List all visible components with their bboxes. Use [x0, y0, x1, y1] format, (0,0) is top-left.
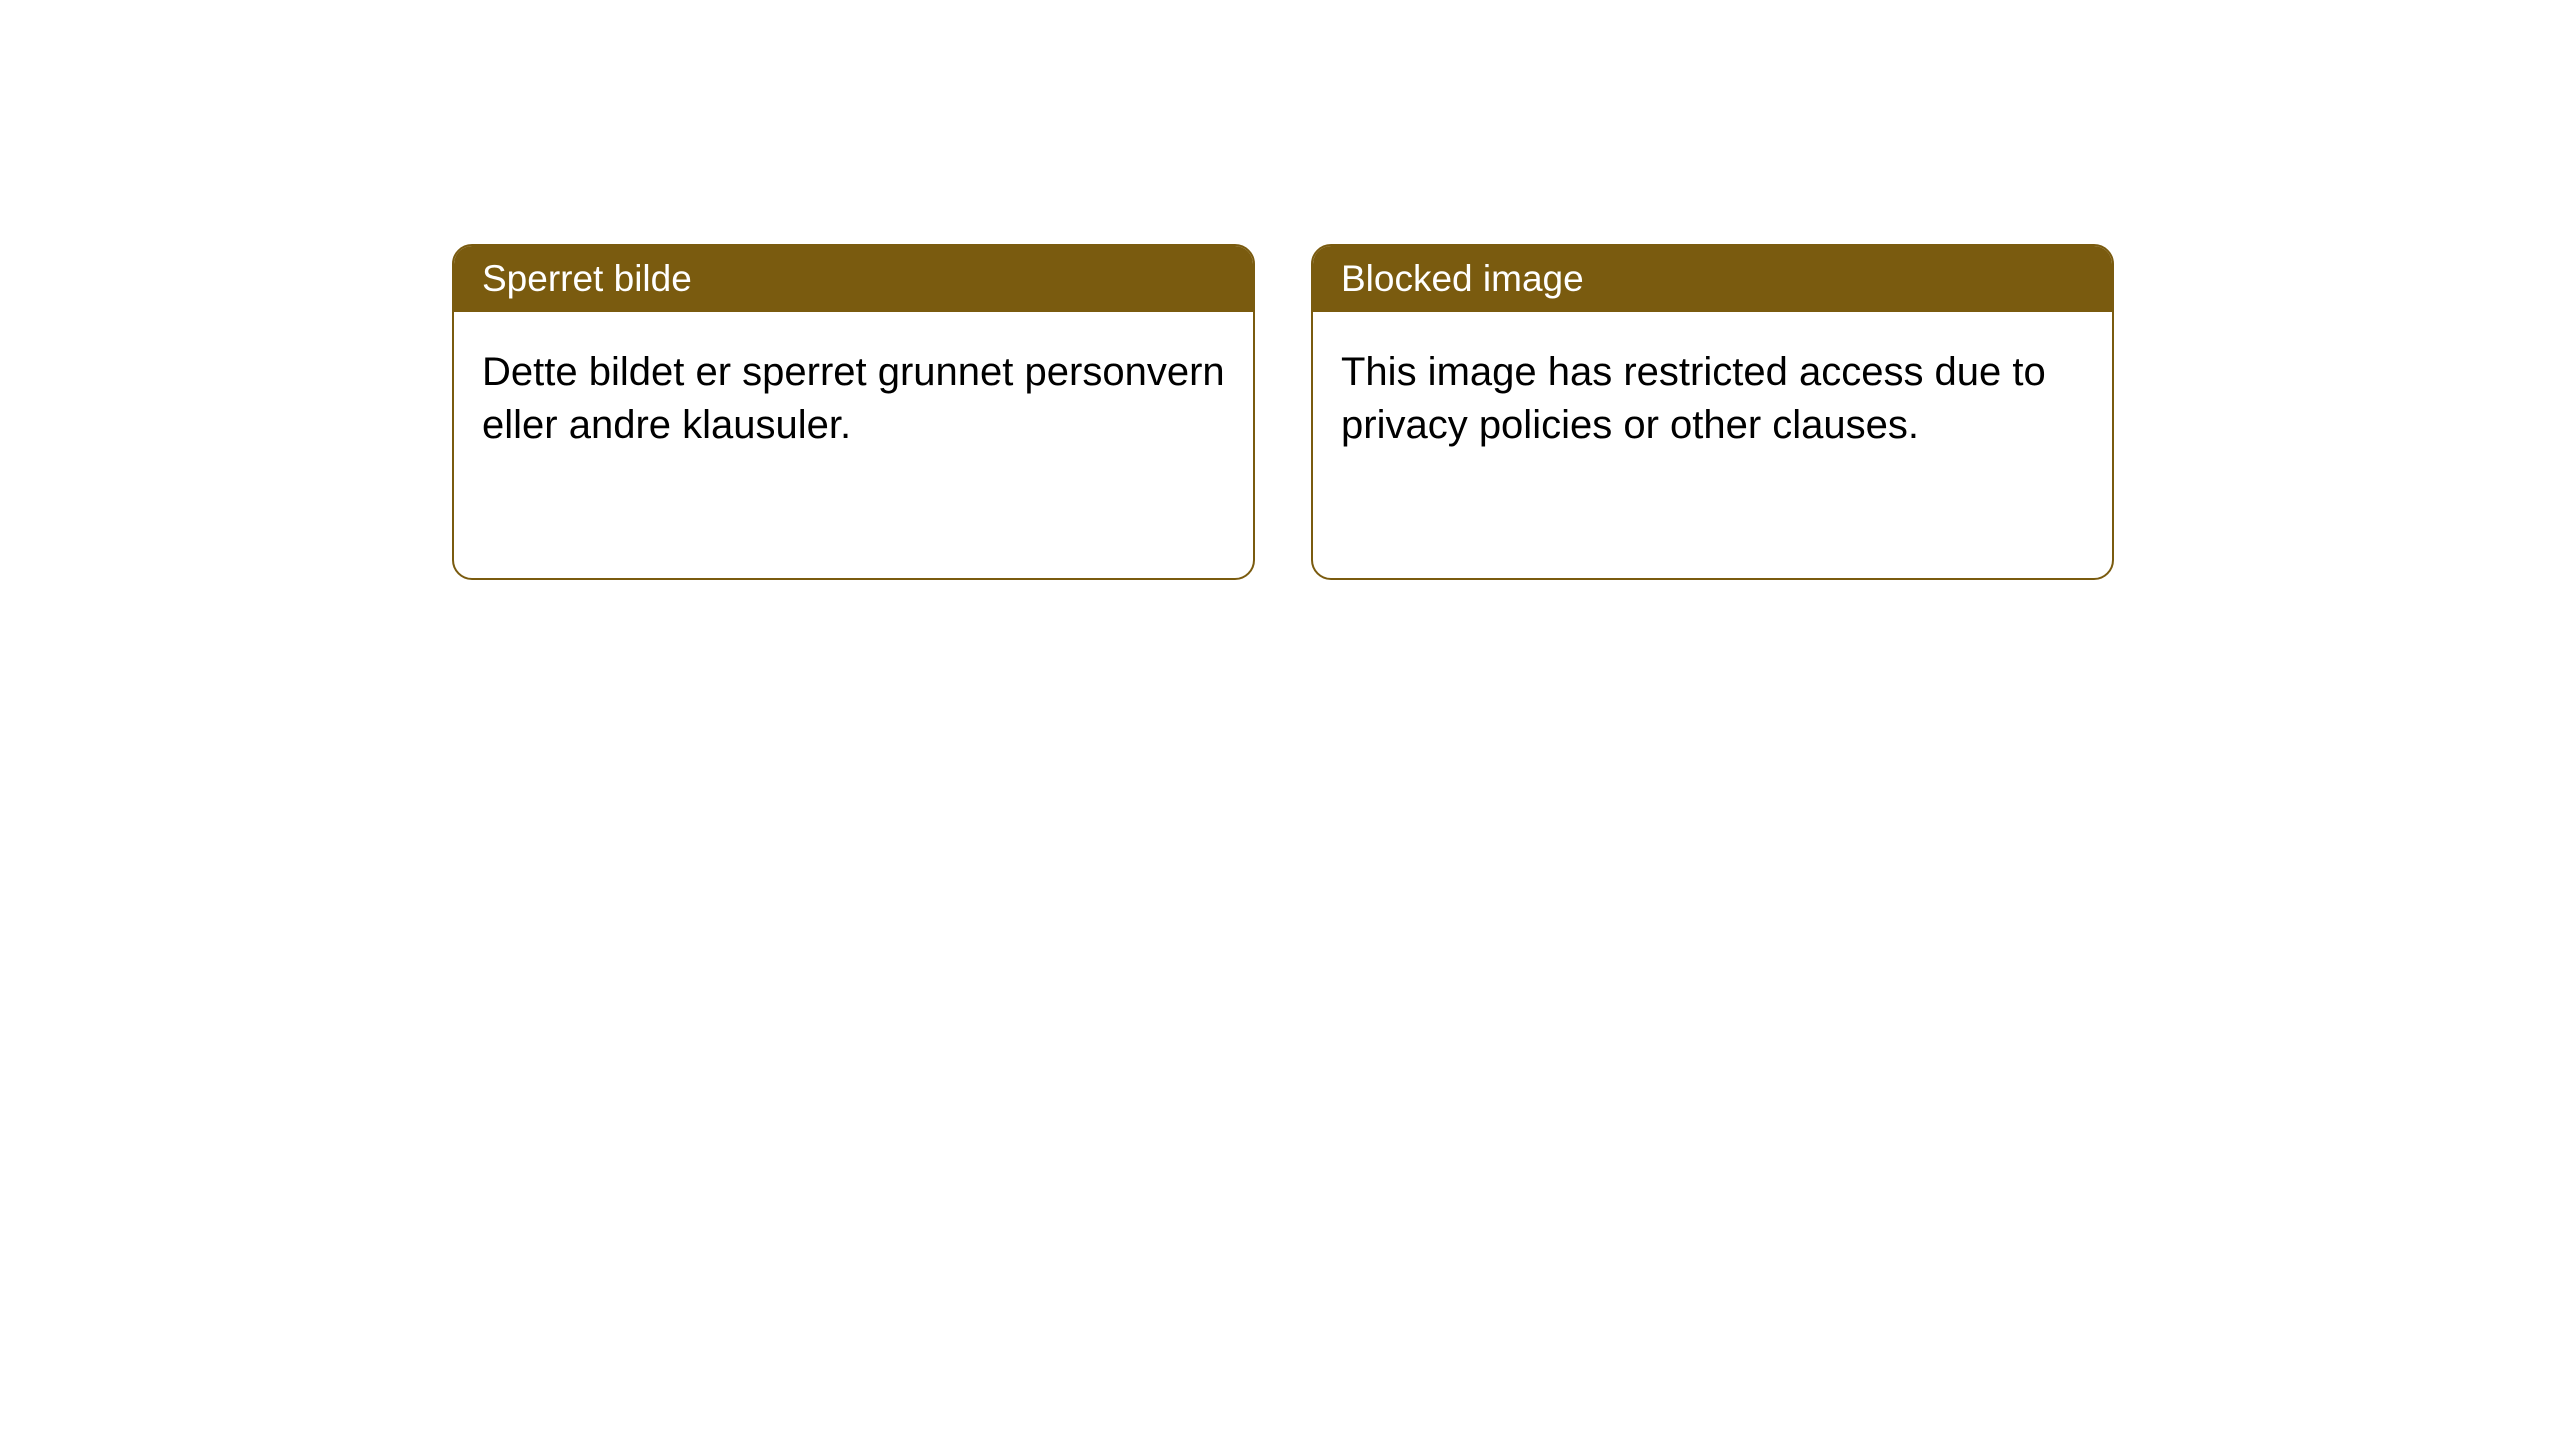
card-title: Blocked image — [1341, 258, 1584, 299]
card-body-text: This image has restricted access due to … — [1341, 350, 2046, 447]
notice-cards-container: Sperret bilde Dette bildet er sperret gr… — [452, 244, 2114, 580]
card-title: Sperret bilde — [482, 258, 692, 299]
card-body: This image has restricted access due to … — [1313, 312, 2112, 486]
card-body: Dette bildet er sperret grunnet personve… — [454, 312, 1253, 486]
notice-card-norwegian: Sperret bilde Dette bildet er sperret gr… — [452, 244, 1255, 580]
card-header: Sperret bilde — [454, 246, 1253, 312]
card-header: Blocked image — [1313, 246, 2112, 312]
card-body-text: Dette bildet er sperret grunnet personve… — [482, 350, 1225, 447]
notice-card-english: Blocked image This image has restricted … — [1311, 244, 2114, 580]
